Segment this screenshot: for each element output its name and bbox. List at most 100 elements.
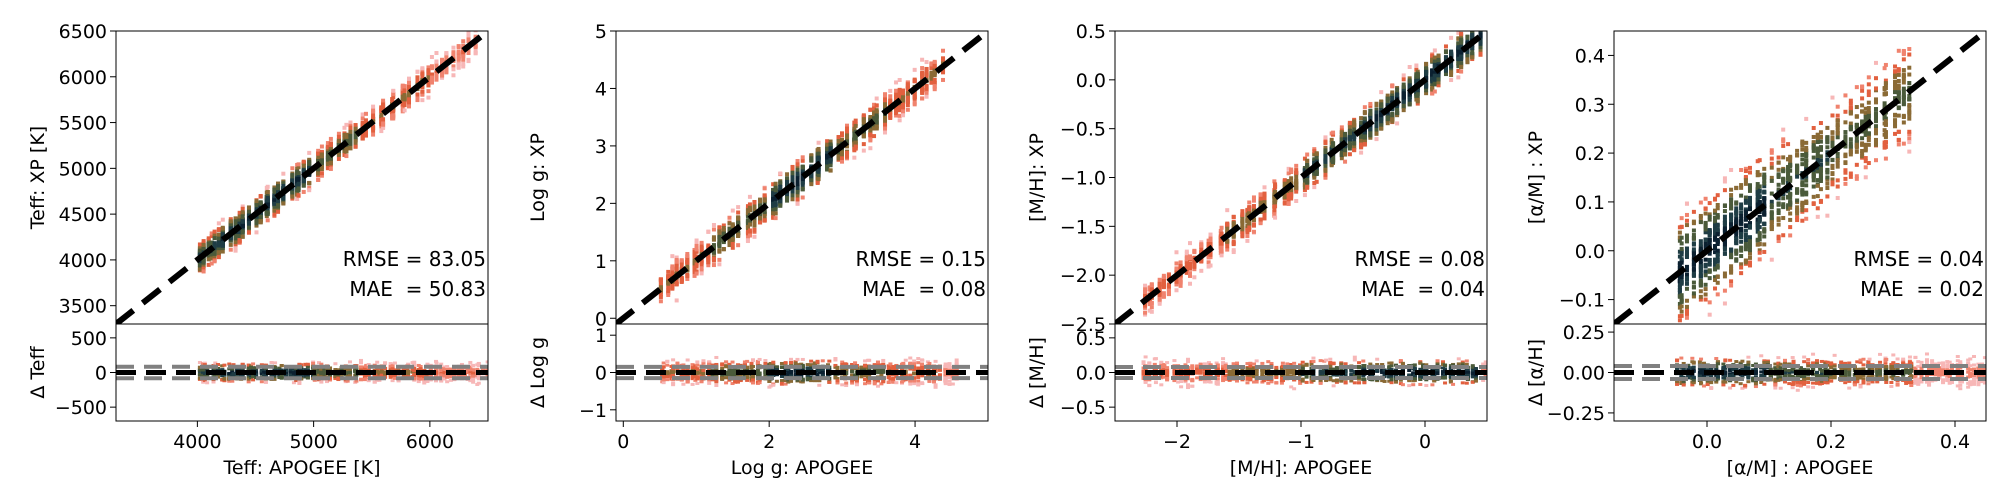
residual-bin <box>933 359 938 363</box>
density-bin <box>920 89 925 94</box>
density-bin <box>674 266 679 271</box>
density-bin <box>371 104 376 109</box>
density-bin <box>840 131 845 136</box>
density-bin <box>254 205 259 210</box>
density-bin <box>699 246 704 251</box>
density-bin <box>216 255 221 260</box>
density-bin <box>228 238 233 243</box>
density-bin <box>872 118 877 123</box>
residual-bin <box>202 378 207 382</box>
density-bin <box>706 243 711 248</box>
density-bin <box>216 232 221 237</box>
density-bin <box>692 261 697 266</box>
residual-bin <box>908 382 913 386</box>
density-bin <box>344 122 349 127</box>
density-bin <box>828 142 833 147</box>
density-bin <box>1187 261 1192 266</box>
residual-bin <box>681 367 686 371</box>
residual-bin <box>771 383 776 387</box>
density-bin <box>336 152 341 157</box>
density-bin <box>212 233 217 238</box>
density-bin <box>752 228 757 233</box>
x-tick-label: 6000 <box>406 431 454 453</box>
density-bin <box>711 237 716 242</box>
density-bin <box>825 156 830 161</box>
residual-bin <box>875 384 880 388</box>
density-bin <box>353 126 358 131</box>
mae-label: MAE = 0.08 <box>862 277 986 301</box>
density-bin <box>825 165 830 170</box>
density-bin <box>212 259 217 264</box>
density-bin <box>1208 238 1213 243</box>
residual-bin <box>912 377 917 381</box>
density-bin <box>920 70 925 75</box>
residual-bin <box>920 374 925 378</box>
density-bin <box>1187 266 1192 271</box>
density-bin <box>319 149 324 154</box>
density-bin <box>415 75 420 80</box>
residual-bin <box>745 368 750 372</box>
residual-bin <box>671 369 676 373</box>
residual-bin <box>817 379 822 383</box>
density-bin <box>745 211 750 216</box>
density-bin <box>206 262 211 267</box>
residual-bin <box>263 370 268 374</box>
density-bin <box>353 140 358 145</box>
density-bin <box>868 138 873 143</box>
density-bin <box>658 288 663 293</box>
residual-bin <box>412 369 417 373</box>
density-bin <box>1208 235 1213 240</box>
density-bin <box>1149 305 1154 310</box>
density-bin <box>685 251 690 256</box>
density-bin <box>1208 242 1213 247</box>
density-bin <box>905 82 910 87</box>
density-bin <box>868 133 873 138</box>
residual-bin <box>724 381 729 385</box>
density-bin <box>721 232 726 237</box>
residual-bin <box>246 375 251 379</box>
residual-bin <box>375 367 380 371</box>
y-tick-label: 6000 <box>59 67 107 89</box>
residual-bin <box>418 365 423 369</box>
density-bin <box>1161 273 1166 278</box>
residual-bin <box>710 373 715 377</box>
residual-bin <box>222 379 227 383</box>
density-bin <box>295 196 300 201</box>
residual-bin <box>303 374 308 378</box>
residual-bin <box>943 382 948 386</box>
residual-bin <box>305 368 310 372</box>
residual-bin <box>943 362 948 366</box>
density-bin <box>296 165 301 170</box>
residual-bin <box>401 368 406 372</box>
density-bin <box>415 79 420 84</box>
residual-bin <box>412 366 417 370</box>
residual-bin <box>406 369 411 373</box>
density-bin <box>391 108 396 113</box>
residual-bin <box>325 380 330 384</box>
density-bin <box>360 136 365 141</box>
residual-bin <box>201 380 206 384</box>
residual-bin <box>465 367 470 371</box>
density-bin <box>429 64 434 69</box>
residual-bin <box>779 361 784 365</box>
density-bin <box>727 226 732 231</box>
residual-bin <box>888 377 893 381</box>
residual-bin <box>894 381 899 385</box>
residual-bin <box>749 361 754 365</box>
x-tick-label: 5000 <box>289 431 337 453</box>
density-bin <box>800 155 805 160</box>
residual-bin <box>888 362 893 366</box>
residual-bin <box>881 380 886 384</box>
density-bin <box>466 51 471 56</box>
density-bin <box>912 91 917 96</box>
density-bin <box>466 59 471 64</box>
residual-bin <box>273 366 278 370</box>
density-bin <box>905 95 910 100</box>
residual-bin <box>701 372 706 376</box>
density-bin <box>220 238 225 243</box>
density-bin <box>254 203 259 208</box>
density-bin <box>679 279 684 284</box>
density-bin <box>874 96 879 101</box>
density-bin <box>790 189 795 194</box>
